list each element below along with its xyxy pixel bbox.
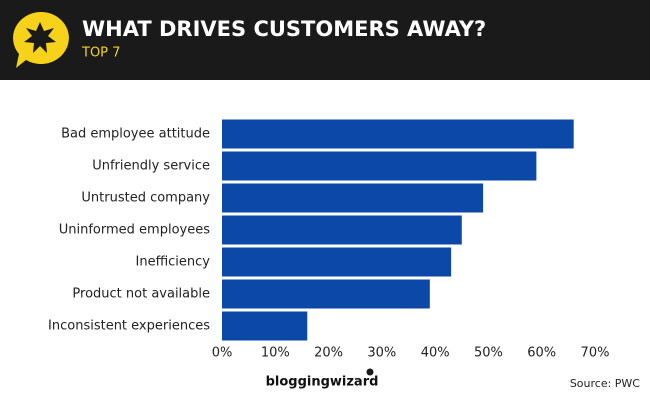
y-tick-label: Product not available xyxy=(72,287,210,302)
y-tick-label: Bad employee attitude xyxy=(61,127,210,142)
brand: bloggingwizard xyxy=(266,375,379,390)
bar xyxy=(222,151,537,181)
x-tick-label: 60% xyxy=(527,346,556,361)
x-tick-label: 40% xyxy=(421,346,450,361)
y-tick-label: Inconsistent experiences xyxy=(48,319,210,334)
bar xyxy=(222,311,308,341)
x-tick-label: 50% xyxy=(474,346,503,361)
brand-dot xyxy=(366,368,374,376)
x-tick-label: 10% xyxy=(261,346,290,361)
source: Source: PWC xyxy=(570,377,640,390)
bar xyxy=(222,247,452,277)
chart-subtitle: TOP 7 xyxy=(81,46,120,61)
x-tick-label: 70% xyxy=(581,346,610,361)
y-tick-label: Uninformed employees xyxy=(59,223,210,238)
bar xyxy=(222,215,462,245)
bar xyxy=(222,119,574,149)
y-tick-label: Untrusted company xyxy=(81,191,210,206)
x-tick-label: 30% xyxy=(367,346,396,361)
x-tick-label: 0% xyxy=(212,346,233,361)
logo-icon xyxy=(13,11,69,68)
bar xyxy=(222,183,484,213)
x-tick-label: 20% xyxy=(314,346,343,361)
header-band xyxy=(0,0,650,80)
chart-title: WHAT DRIVES CUSTOMERS AWAY? xyxy=(82,17,486,41)
y-tick-label: Unfriendly service xyxy=(92,159,210,174)
y-tick-label: Inefficiency xyxy=(136,255,211,270)
bar xyxy=(222,279,430,309)
